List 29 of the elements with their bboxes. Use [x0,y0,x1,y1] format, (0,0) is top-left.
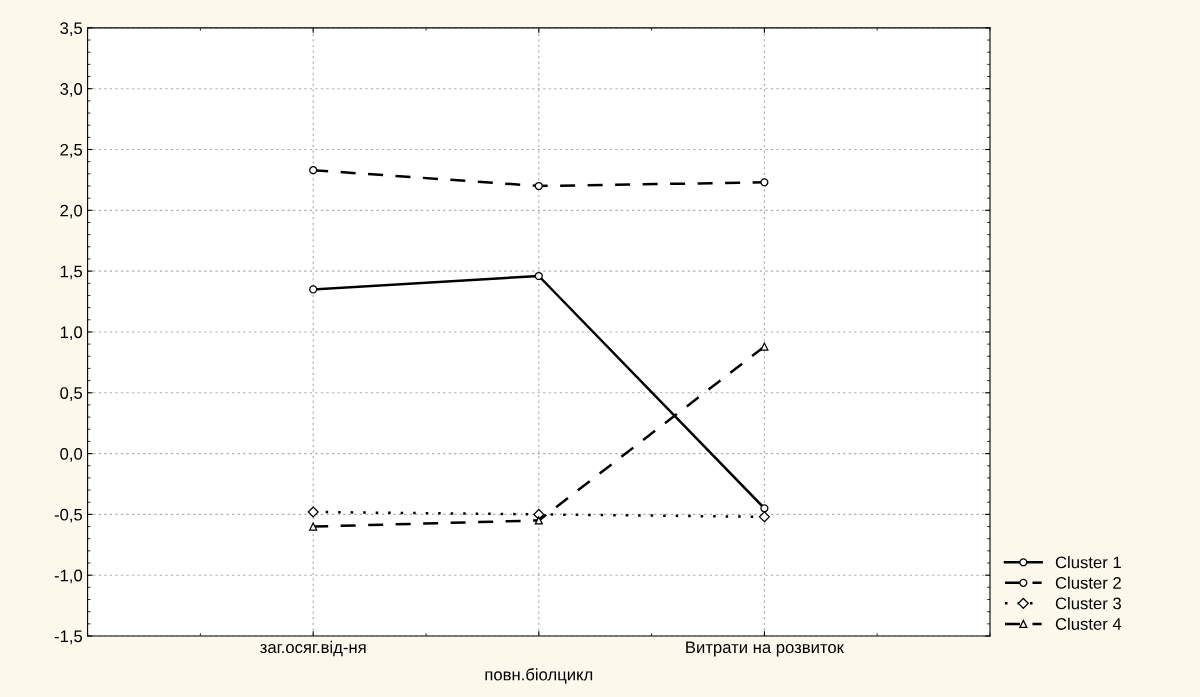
point [309,522,318,531]
point [534,516,543,525]
point [760,178,769,187]
x-tick-label: заг.осяг.від-ня [260,640,366,657]
point [307,506,319,518]
legend-label: Cluster 2 [1055,576,1121,589]
point [309,166,318,175]
point [534,181,543,191]
point [758,511,770,523]
y-tick-label: 0,5 [60,387,83,401]
point [309,285,318,294]
y-tick-label: -1,0 [54,569,83,584]
legend-label: Cluster 3 [1055,597,1121,610]
legend-label: Cluster 1 [1055,556,1121,569]
y-tick-label: 2,0 [60,204,83,219]
point [760,504,769,513]
point [760,342,769,351]
y-tick-label: -1,5 [54,630,83,645]
point [534,271,543,281]
x-tick-label: Витрати на розвиток [686,641,845,657]
x-tick-label: повн.біолцикл [485,668,593,684]
y-tick-label: 3,0 [60,83,83,97]
y-tick-label: 0,0 [60,447,83,462]
legend-label: Cluster 4 [1055,617,1122,630]
y-tick-label: 1,0 [60,326,83,341]
y-tick-label: -0,5 [54,508,83,523]
y-tick-label: 3,5 [60,22,83,37]
y-tick-label: 2,5 [60,143,83,158]
y-tick-label: 1,5 [60,265,83,280]
